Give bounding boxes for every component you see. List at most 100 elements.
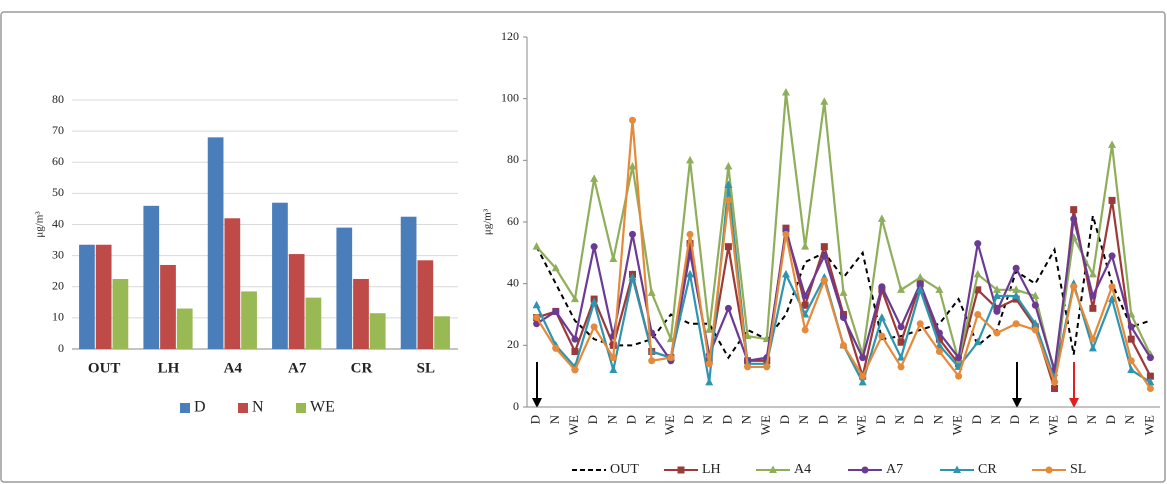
bar xyxy=(353,278,369,349)
arrow-head xyxy=(1069,398,1079,408)
marker xyxy=(935,335,943,343)
marker xyxy=(629,230,636,238)
marker xyxy=(1089,335,1097,343)
marker xyxy=(628,273,637,281)
marker xyxy=(677,466,685,474)
marker xyxy=(858,377,867,386)
x-tick-label: N xyxy=(547,414,562,424)
y-tick-label: 0 xyxy=(513,399,519,413)
marker xyxy=(955,354,963,362)
x-tick-label: N xyxy=(834,414,849,424)
marker xyxy=(609,365,618,373)
x-tick-label: D xyxy=(969,415,984,424)
marker xyxy=(1045,466,1053,474)
x-tick-label: WE xyxy=(1045,415,1060,435)
marker xyxy=(551,263,560,272)
marker xyxy=(916,285,925,293)
marker xyxy=(897,323,905,331)
marker xyxy=(590,174,599,182)
bar xyxy=(160,264,176,349)
marker xyxy=(973,269,982,278)
marker xyxy=(953,465,961,473)
marker xyxy=(935,340,944,349)
marker xyxy=(1012,295,1020,303)
marker xyxy=(897,285,906,293)
x-tick-label: D xyxy=(1103,415,1118,424)
x-tick-label: N xyxy=(700,414,715,424)
marker xyxy=(1051,378,1058,386)
marker xyxy=(590,243,598,251)
marker xyxy=(840,341,847,349)
marker xyxy=(532,300,541,309)
marker xyxy=(1127,335,1135,343)
y-tick-label: 100 xyxy=(501,90,519,104)
bar xyxy=(224,218,241,349)
x-tick-label: D xyxy=(815,415,830,424)
x-tick-label: WE xyxy=(566,415,581,435)
y-tick-label: 50 xyxy=(52,185,64,199)
marker xyxy=(1012,320,1020,328)
y-tick-label: 60 xyxy=(52,154,64,168)
marker xyxy=(647,288,656,296)
bar xyxy=(369,313,386,349)
y-tick-label: 20 xyxy=(507,337,519,351)
legend-label: WE xyxy=(310,399,335,416)
x-tick-label: D xyxy=(777,415,792,424)
legend-label: A4 xyxy=(794,462,811,477)
marker xyxy=(1146,372,1154,380)
y-tick-label: 0 xyxy=(58,341,64,355)
marker xyxy=(1108,196,1116,204)
x-tick-label: N xyxy=(892,414,907,424)
marker xyxy=(1089,304,1097,312)
marker xyxy=(1070,215,1078,223)
x-tick-label: D xyxy=(681,415,696,424)
marker xyxy=(609,354,617,362)
marker xyxy=(724,243,732,251)
marker xyxy=(820,252,828,260)
bar xyxy=(288,254,305,349)
marker xyxy=(935,329,943,337)
y-tick-label: 40 xyxy=(507,275,519,289)
x-tick-label: D xyxy=(585,415,600,424)
marker xyxy=(1108,140,1117,148)
marker xyxy=(686,155,695,164)
marker xyxy=(974,311,982,318)
marker xyxy=(801,242,810,250)
arrows xyxy=(532,362,1079,408)
line xyxy=(535,92,1152,374)
marker xyxy=(1146,354,1154,362)
marker xyxy=(1012,285,1021,293)
y-tick-label: 120 xyxy=(501,29,519,43)
x-tick-label: D xyxy=(873,415,888,424)
marker xyxy=(1146,377,1155,386)
marker xyxy=(744,363,752,371)
marker xyxy=(1088,343,1097,352)
marker xyxy=(993,329,1001,337)
bar xyxy=(272,202,288,349)
x-tick-label: N xyxy=(1026,414,1041,424)
marker xyxy=(532,242,541,250)
marker xyxy=(571,366,579,374)
marker xyxy=(1012,291,1021,299)
marker xyxy=(839,288,848,296)
x-tick-label: A4 xyxy=(224,360,243,376)
marker xyxy=(1070,206,1078,214)
bar xyxy=(95,244,112,349)
x-tick-label: SL xyxy=(417,360,435,376)
marker xyxy=(897,338,905,346)
legend-label: N xyxy=(252,399,264,416)
marker xyxy=(1031,319,1040,327)
marker xyxy=(724,304,732,312)
x-tick-label: CR xyxy=(351,360,373,376)
marker xyxy=(724,180,733,188)
marker xyxy=(955,372,963,380)
x-tick-label: WE xyxy=(950,415,965,435)
marker xyxy=(705,377,714,386)
bar xyxy=(417,260,434,349)
marker xyxy=(1108,252,1116,260)
legend-swatch xyxy=(238,403,248,413)
x-tick-label: D xyxy=(528,415,543,424)
legend-label: CR xyxy=(978,462,997,477)
y-axis-label: μg/m³ xyxy=(34,211,46,238)
